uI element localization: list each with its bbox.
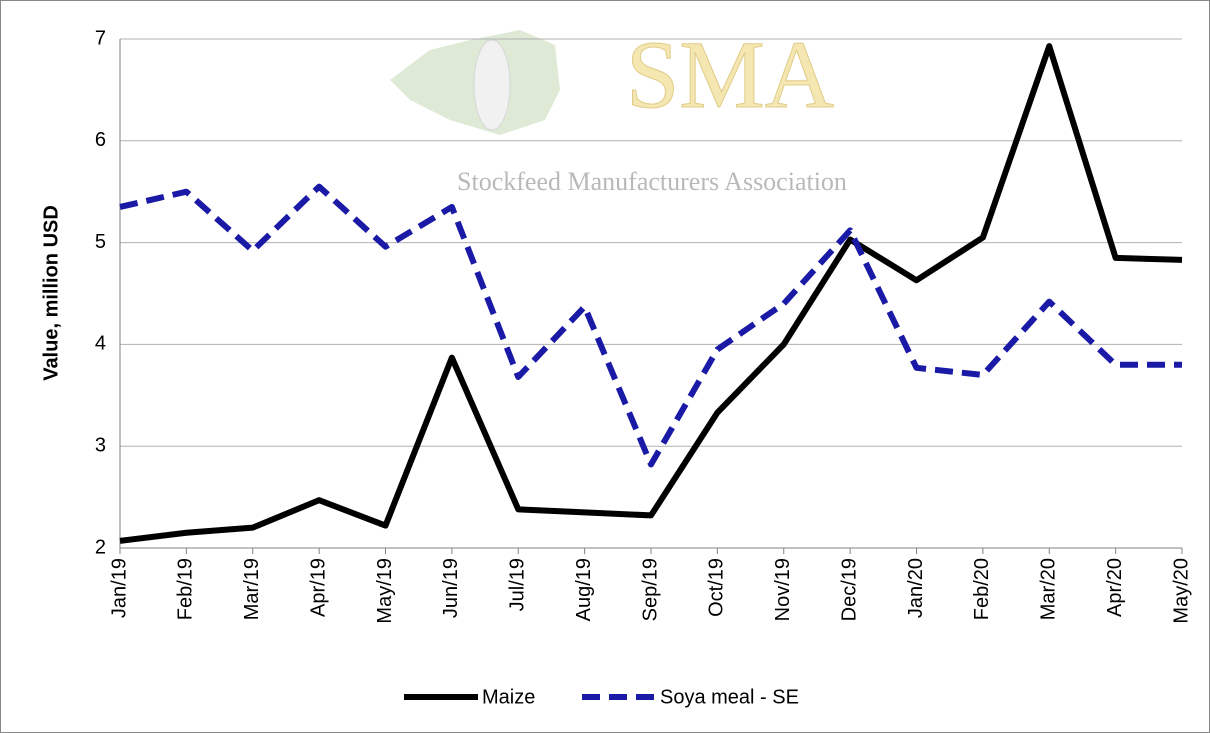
- x-tick-label: Apr/20: [1104, 558, 1126, 617]
- y-tick-label: 7: [95, 27, 106, 49]
- y-axis-label: Value, million USD: [40, 205, 62, 381]
- watermark-subtitle: Stockfeed Manufacturers Association: [457, 167, 847, 196]
- x-tick-label: Sep/19: [639, 558, 661, 621]
- x-tick-label: Feb/19: [175, 558, 197, 620]
- x-tick-label: Nov/19: [772, 558, 794, 621]
- x-tick-label: Jan/19: [108, 558, 130, 618]
- y-tick-label: 6: [95, 129, 106, 151]
- y-tick-label: 4: [95, 333, 106, 355]
- y-tick-label: 2: [95, 536, 106, 558]
- x-tick-label: May/20: [1170, 558, 1192, 624]
- series-line: [119, 183, 1182, 468]
- x-tick-label: Jun/19: [440, 558, 462, 618]
- x-tick-label: Aug/19: [573, 558, 595, 621]
- cob: [473, 39, 511, 131]
- series-line: [119, 43, 1183, 544]
- legend-label: Soya meal - SE: [660, 686, 799, 708]
- x-tick-label: Mar/19: [241, 558, 263, 620]
- x-tick-label: Mar/20: [1038, 558, 1060, 620]
- y-tick-label: 5: [95, 231, 106, 253]
- x-tick-label: Jan/20: [905, 558, 927, 618]
- x-tick-label: Jul/19: [507, 558, 529, 611]
- x-tick-label: Feb/20: [971, 558, 993, 620]
- x-tick-label: Oct/19: [706, 558, 728, 617]
- y-tick-label: 3: [95, 434, 106, 456]
- x-tick-label: May/19: [374, 558, 396, 624]
- legend-label: Maize: [482, 686, 535, 708]
- watermark-title: SMA: [626, 21, 834, 128]
- x-tick-label: Apr/19: [307, 558, 329, 617]
- x-tick-label: Dec/19: [838, 558, 860, 621]
